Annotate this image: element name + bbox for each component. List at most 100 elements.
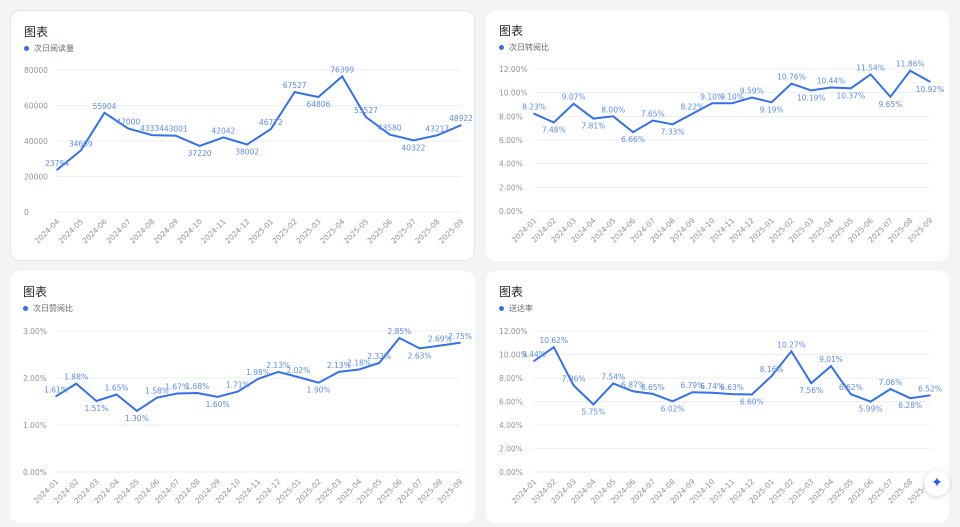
data-point[interactable]	[889, 388, 892, 390]
data-point[interactable]	[889, 96, 892, 98]
data-point[interactable]	[103, 111, 106, 114]
data-point[interactable]	[572, 384, 575, 387]
data-point[interactable]	[850, 393, 852, 396]
data-point[interactable]	[810, 89, 812, 92]
data-point[interactable]	[418, 347, 421, 350]
data-point[interactable]	[553, 121, 555, 124]
data-point[interactable]	[810, 382, 812, 384]
data-point[interactable]	[297, 376, 300, 378]
data-label: 7.81%	[581, 122, 605, 131]
data-point[interactable]	[770, 101, 773, 104]
data-point[interactable]	[216, 396, 219, 398]
data-point[interactable]	[652, 393, 654, 395]
data-point[interactable]	[459, 341, 461, 344]
data-point[interactable]	[55, 395, 57, 398]
legend-dot-icon	[499, 306, 504, 311]
data-point[interactable]	[691, 112, 694, 115]
data-point[interactable]	[136, 410, 138, 412]
data-point[interactable]	[439, 344, 441, 347]
legend[interactable]: 次日转阅比	[499, 42, 549, 53]
data-point[interactable]	[869, 73, 872, 76]
data-point[interactable]	[671, 400, 674, 403]
data-point[interactable]	[850, 87, 852, 90]
data-point[interactable]	[909, 397, 911, 400]
data-label: 5.75%	[581, 407, 605, 416]
data-point[interactable]	[553, 346, 555, 349]
data-point[interactable]	[929, 80, 931, 83]
data-point[interactable]	[277, 371, 280, 373]
data-point[interactable]	[533, 360, 535, 362]
data-point[interactable]	[652, 119, 654, 122]
data-label: 9.10%	[700, 92, 724, 101]
data-point[interactable]	[869, 400, 872, 403]
data-point[interactable]	[830, 365, 832, 367]
data-point[interactable]	[436, 134, 439, 137]
data-point[interactable]	[175, 134, 177, 137]
x-tick-label: 2025-09	[437, 217, 466, 246]
data-point[interactable]	[156, 396, 158, 399]
data-point[interactable]	[388, 133, 391, 136]
data-point[interactable]	[341, 75, 343, 78]
data-point[interactable]	[572, 102, 575, 105]
data-point[interactable]	[632, 390, 634, 393]
data-point[interactable]	[56, 168, 58, 171]
data-point[interactable]	[151, 134, 153, 136]
data-point[interactable]	[770, 375, 773, 377]
data-label: 7.06%	[878, 378, 902, 387]
data-point[interactable]	[790, 350, 793, 353]
data-point[interactable]	[115, 393, 118, 396]
data-point[interactable]	[317, 381, 320, 384]
data-point[interactable]	[671, 123, 674, 126]
data-point[interactable]	[222, 136, 225, 139]
data-label: 11.86%	[896, 60, 925, 69]
data-point[interactable]	[592, 403, 595, 406]
data-point[interactable]	[592, 117, 595, 120]
data-point[interactable]	[731, 393, 733, 395]
legend[interactable]: 次日阅读量	[24, 43, 74, 54]
data-point[interactable]	[711, 102, 713, 105]
data-point[interactable]	[460, 124, 462, 126]
data-point[interactable]	[358, 368, 360, 371]
data-point[interactable]	[198, 145, 201, 147]
data-point[interactable]	[293, 91, 296, 93]
data-point[interactable]	[751, 96, 753, 99]
data-label: 1.30%	[125, 414, 149, 423]
data-point[interactable]	[270, 128, 272, 130]
data-point[interactable]	[751, 393, 753, 396]
data-point[interactable]	[75, 382, 77, 385]
data-label: 67527	[283, 81, 307, 90]
data-point[interactable]	[412, 139, 415, 142]
data-point[interactable]	[612, 115, 614, 118]
data-point[interactable]	[338, 371, 340, 373]
data-point[interactable]	[830, 86, 832, 89]
data-point[interactable]	[691, 391, 694, 394]
data-label: 46772	[259, 118, 283, 127]
legend[interactable]: 送达率	[499, 303, 533, 314]
data-label: 10.76%	[777, 73, 806, 82]
data-point[interactable]	[533, 112, 535, 115]
data-point[interactable]	[95, 400, 98, 402]
data-point[interactable]	[317, 96, 320, 98]
data-point[interactable]	[246, 143, 248, 146]
data-point[interactable]	[365, 116, 367, 118]
data-point[interactable]	[711, 392, 713, 394]
data-point[interactable]	[196, 392, 199, 394]
data-point[interactable]	[127, 127, 130, 130]
ai-assistant-button[interactable]: ✦	[924, 470, 950, 496]
data-point[interactable]	[378, 362, 381, 364]
data-point[interactable]	[398, 337, 401, 339]
data-point[interactable]	[731, 102, 733, 105]
data-point[interactable]	[237, 390, 239, 393]
data-point[interactable]	[632, 131, 634, 133]
y-tick-label: 6.00%	[499, 136, 523, 145]
data-point[interactable]	[257, 378, 259, 380]
series-line	[56, 74, 462, 171]
data-point[interactable]	[176, 392, 178, 395]
data-point[interactable]	[909, 69, 911, 72]
data-point[interactable]	[790, 82, 793, 85]
y-tick-label: 10.00%	[499, 351, 528, 360]
data-point[interactable]	[929, 394, 931, 397]
data-point[interactable]	[79, 149, 82, 152]
legend[interactable]: 次日赞阅比	[23, 303, 73, 314]
data-point[interactable]	[612, 382, 614, 385]
